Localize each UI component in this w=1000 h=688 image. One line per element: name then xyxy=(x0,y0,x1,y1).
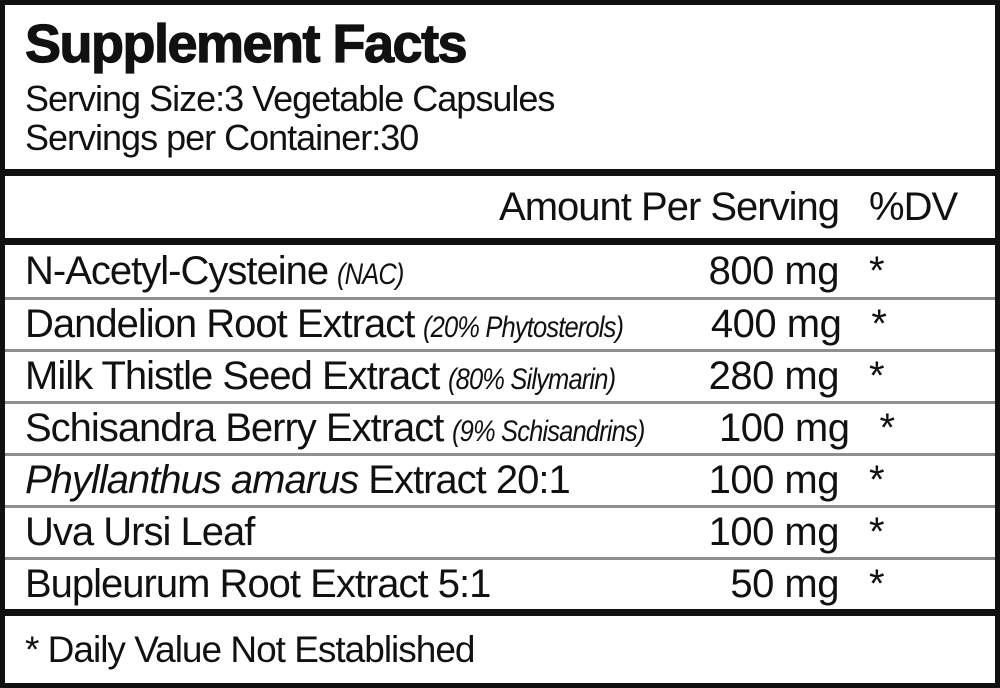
ingredient-name: Uva Ursi Leaf xyxy=(5,510,653,555)
table-row: Schisandra Berry Extract (9% Schisandrins… xyxy=(5,401,995,453)
label-header: Supplement Facts Serving Size:3 Vegetabl… xyxy=(5,5,995,169)
column-header-dv: %DV xyxy=(869,184,958,229)
ingredient-note: (9% Schisandrins) xyxy=(452,415,645,448)
table-row: Milk Thistle Seed Extract (80% Silymarin)… xyxy=(5,349,995,401)
ingredient-name-text: Dandelion Root Extract xyxy=(25,302,415,346)
ingredient-dv: * xyxy=(869,510,885,554)
label-title: Supplement Facts xyxy=(24,14,468,74)
ingredient-dv: * xyxy=(869,562,885,606)
table-row: Phyllanthus amarus Extract 20:1 100 mg * xyxy=(5,453,995,505)
ingredient-name: Dandelion Root Extract (20% Phytosterols) xyxy=(5,302,659,347)
ingredient-note: (NAC) xyxy=(337,257,404,291)
column-header-amount: Amount Per Serving xyxy=(499,184,840,229)
ingredient-name-text: Milk Thistle Seed Extract xyxy=(25,354,440,398)
table-row: Bupleurum Root Extract 5:1 50 mg * xyxy=(5,557,995,609)
column-header-row: Amount Per Serving %DV xyxy=(5,176,995,238)
ingredient-name-text: Bupleurum Root Extract 5:1 xyxy=(25,562,491,606)
serving-size-line: Serving Size:3 Vegetable Capsules xyxy=(25,78,555,119)
table-row: Uva Ursi Leaf 100 mg * xyxy=(5,505,995,557)
ingredient-dv: * xyxy=(869,354,885,398)
ingredient-name: Milk Thistle Seed Extract (80% Silymarin) xyxy=(5,354,653,399)
ingredient-name-text: Extract 20:1 xyxy=(368,458,570,502)
ingredient-name: Bupleurum Root Extract 5:1 xyxy=(5,562,653,607)
ingredient-amount: 100 mg xyxy=(708,458,840,502)
ingredient-name: Schisandra Berry Extract (9% Schisandrins… xyxy=(5,406,679,451)
ingredient-note: (80% Silymarin) xyxy=(448,363,616,396)
ingredient-name-text: N-Acetyl-Cysteine xyxy=(25,248,329,293)
daily-value-footnote: * Daily Value Not Established xyxy=(25,628,476,670)
ingredient-name-text: Schisandra Berry Extract xyxy=(25,406,444,450)
ingredient-name: N-Acetyl-Cysteine (NAC) xyxy=(5,249,653,294)
ingredient-amount: 800 mg xyxy=(708,248,840,293)
ingredient-dv: * xyxy=(869,458,885,502)
thick-divider-header xyxy=(5,238,995,245)
servings-per-container-line: Servings per Container:30 xyxy=(25,117,419,158)
ingredient-amount: 400 mg xyxy=(710,302,842,346)
ingredient-note: (20% Phytosterols) xyxy=(423,311,624,344)
table-row: N-Acetyl-Cysteine (NAC) 800 mg * xyxy=(5,245,995,297)
table-row: Dandelion Root Extract (20% Phytosterols)… xyxy=(5,297,995,349)
ingredient-dv: * xyxy=(869,248,885,293)
ingredient-amount: 50 mg xyxy=(730,562,839,606)
thick-divider-top xyxy=(5,169,995,176)
ingredient-amount: 100 mg xyxy=(719,406,850,450)
ingredient-dv: * xyxy=(879,406,896,450)
thick-divider-bottom xyxy=(5,609,995,616)
ingredient-name-italic: Phyllanthus amarus xyxy=(25,458,359,502)
ingredient-name-text: Uva Ursi Leaf xyxy=(25,510,255,554)
ingredient-name: Phyllanthus amarus Extract 20:1 xyxy=(5,458,653,503)
ingredient-dv: * xyxy=(871,302,887,346)
ingredient-amount: 100 mg xyxy=(708,510,840,554)
ingredient-amount: 280 mg xyxy=(708,354,840,398)
